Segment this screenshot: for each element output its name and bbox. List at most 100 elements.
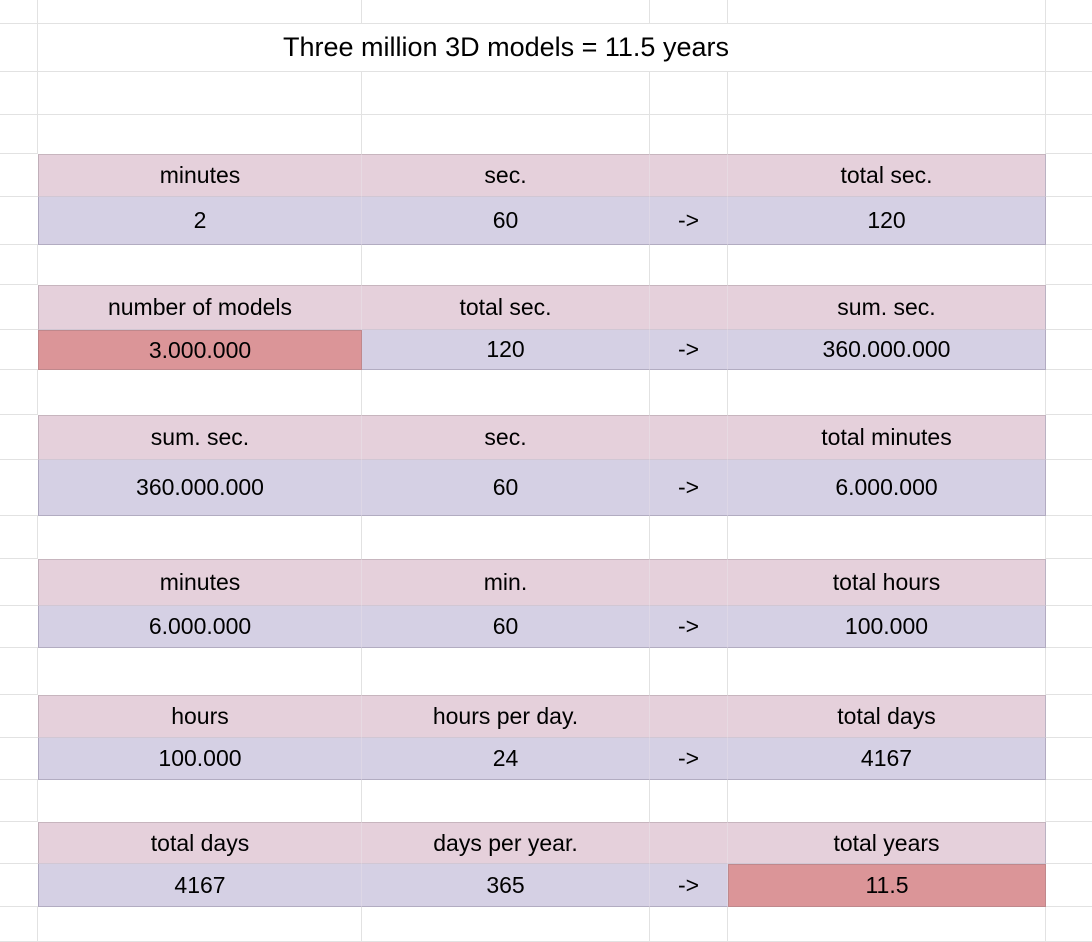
block-1-value-e[interactable]: 360.000.000 [728, 330, 1046, 370]
cell[interactable] [1046, 415, 1092, 460]
cell[interactable] [38, 245, 362, 285]
cell[interactable] [0, 516, 38, 559]
cell[interactable] [38, 370, 362, 415]
block-2-value-b[interactable]: 360.000.000 [38, 460, 362, 516]
block-3-header-b[interactable]: minutes [38, 559, 362, 606]
cell[interactable] [0, 415, 38, 460]
block-5-arrow-cell[interactable]: -> [650, 864, 728, 907]
cell[interactable] [650, 516, 728, 559]
block-3-value-e[interactable]: 100.000 [728, 606, 1046, 648]
block-4-header-b[interactable]: hours [38, 695, 362, 738]
block-0-value-b[interactable]: 2 [38, 197, 362, 245]
block-5-header-c[interactable]: days per year. [362, 822, 650, 864]
block-1-header-b[interactable]: number of models [38, 285, 362, 330]
block-5-value-c[interactable]: 365 [362, 864, 650, 907]
cell[interactable] [38, 0, 362, 24]
cell[interactable] [362, 907, 650, 942]
block-0-header-e[interactable]: total sec. [728, 154, 1046, 197]
block-2-header-e[interactable]: total minutes [728, 415, 1046, 460]
block-0-arrow-cell[interactable]: -> [650, 197, 728, 245]
block-1-header-c[interactable]: total sec. [362, 285, 650, 330]
cell[interactable] [362, 516, 650, 559]
block-0-value-c[interactable]: 60 [362, 197, 650, 245]
cell[interactable] [362, 780, 650, 822]
cell[interactable] [0, 822, 38, 864]
cell[interactable] [0, 559, 38, 606]
cell[interactable] [0, 72, 38, 115]
block-5-highlight-cell[interactable]: 11.5 [728, 864, 1046, 907]
cell[interactable] [0, 370, 38, 415]
cell[interactable] [1046, 559, 1092, 606]
cell[interactable] [0, 245, 38, 285]
cell[interactable] [0, 154, 38, 197]
cell[interactable] [728, 370, 1046, 415]
block-2-header-c[interactable]: sec. [362, 415, 650, 460]
cell[interactable] [728, 245, 1046, 285]
cell[interactable] [1046, 864, 1092, 907]
cell[interactable] [362, 648, 650, 695]
block-3-value-c[interactable]: 60 [362, 606, 650, 648]
cell[interactable] [0, 907, 38, 942]
block-3-header-c[interactable]: min. [362, 559, 650, 606]
block-0-value-e[interactable]: 120 [728, 197, 1046, 245]
cell[interactable] [0, 695, 38, 738]
cell[interactable] [0, 738, 38, 780]
cell[interactable] [38, 72, 362, 115]
cell[interactable] [362, 0, 650, 24]
cell[interactable] [0, 285, 38, 330]
block-3-value-b[interactable]: 6.000.000 [38, 606, 362, 648]
block-4-value-b[interactable]: 100.000 [38, 738, 362, 780]
cell[interactable] [1046, 154, 1092, 197]
cell[interactable] [650, 72, 728, 115]
block-3-header-d[interactable] [650, 559, 728, 606]
block-2-arrow-cell[interactable]: -> [650, 460, 728, 516]
cell[interactable] [0, 864, 38, 907]
block-4-arrow-cell[interactable]: -> [650, 738, 728, 780]
cell[interactable] [1046, 24, 1092, 72]
cell[interactable] [1046, 780, 1092, 822]
block-4-value-c[interactable]: 24 [362, 738, 650, 780]
cell[interactable] [650, 370, 728, 415]
block-3-header-e[interactable]: total hours [728, 559, 1046, 606]
cell[interactable] [1046, 0, 1092, 24]
block-5-header-e[interactable]: total years [728, 822, 1046, 864]
block-4-value-e[interactable]: 4167 [728, 738, 1046, 780]
block-2-header-d[interactable] [650, 415, 728, 460]
block-1-header-e[interactable]: sum. sec. [728, 285, 1046, 330]
cell[interactable] [728, 0, 1046, 24]
block-2-value-c[interactable]: 60 [362, 460, 650, 516]
cell[interactable] [38, 780, 362, 822]
block-0-header-b[interactable]: minutes [38, 154, 362, 197]
cell[interactable] [728, 648, 1046, 695]
block-4-header-c[interactable]: hours per day. [362, 695, 650, 738]
cell[interactable] [1046, 370, 1092, 415]
cell[interactable] [38, 115, 362, 154]
block-2-value-e[interactable]: 6.000.000 [728, 460, 1046, 516]
block-1-header-d[interactable] [650, 285, 728, 330]
cell[interactable] [1046, 197, 1092, 245]
cell[interactable] [1046, 330, 1092, 370]
cell[interactable] [0, 330, 38, 370]
cell[interactable] [0, 24, 38, 72]
cell[interactable] [1046, 606, 1092, 648]
block-1-highlight-cell[interactable]: 3.000.000 [38, 330, 362, 370]
cell[interactable] [0, 197, 38, 245]
cell[interactable] [1046, 115, 1092, 154]
block-4-header-d[interactable] [650, 695, 728, 738]
cell[interactable] [0, 460, 38, 516]
cell[interactable] [1046, 516, 1092, 559]
title-cell[interactable]: Three million 3D models = 11.5 years [38, 24, 1046, 72]
block-5-header-b[interactable]: total days [38, 822, 362, 864]
cell[interactable] [1046, 245, 1092, 285]
cell[interactable] [1046, 285, 1092, 330]
cell[interactable] [728, 907, 1046, 942]
cell[interactable] [1046, 738, 1092, 780]
cell[interactable] [650, 907, 728, 942]
cell[interactable] [0, 780, 38, 822]
cell[interactable] [650, 780, 728, 822]
cell[interactable] [1046, 648, 1092, 695]
cell[interactable] [1046, 695, 1092, 738]
block-4-header-e[interactable]: total days [728, 695, 1046, 738]
cell[interactable] [728, 516, 1046, 559]
cell[interactable] [650, 648, 728, 695]
